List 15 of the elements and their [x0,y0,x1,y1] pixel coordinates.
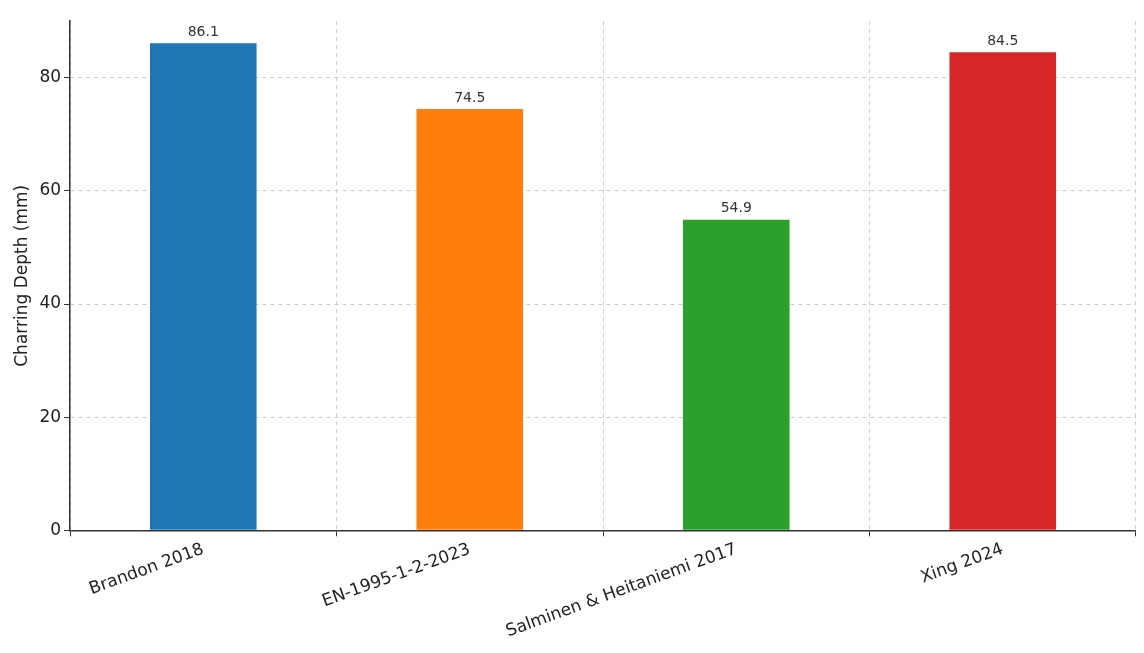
y-tick-label: 20 [39,405,62,426]
bar [149,43,257,530]
y-tick-label: 60 [39,179,62,200]
y-axis-title: Charring Depth (mm) [10,184,31,367]
x-tick-label: Xing 2024 [917,538,1006,587]
data-label: 86.1 [187,22,219,39]
bar [416,108,524,530]
data-label: 84.5 [987,31,1019,48]
y-tick-label: 0 [50,518,62,539]
bar [949,52,1057,530]
bar [682,219,790,530]
data-label: 74.5 [454,88,486,105]
data-label: 54.9 [720,199,752,216]
y-tick-label: 40 [39,292,62,313]
y-tick-label: 80 [39,66,62,87]
